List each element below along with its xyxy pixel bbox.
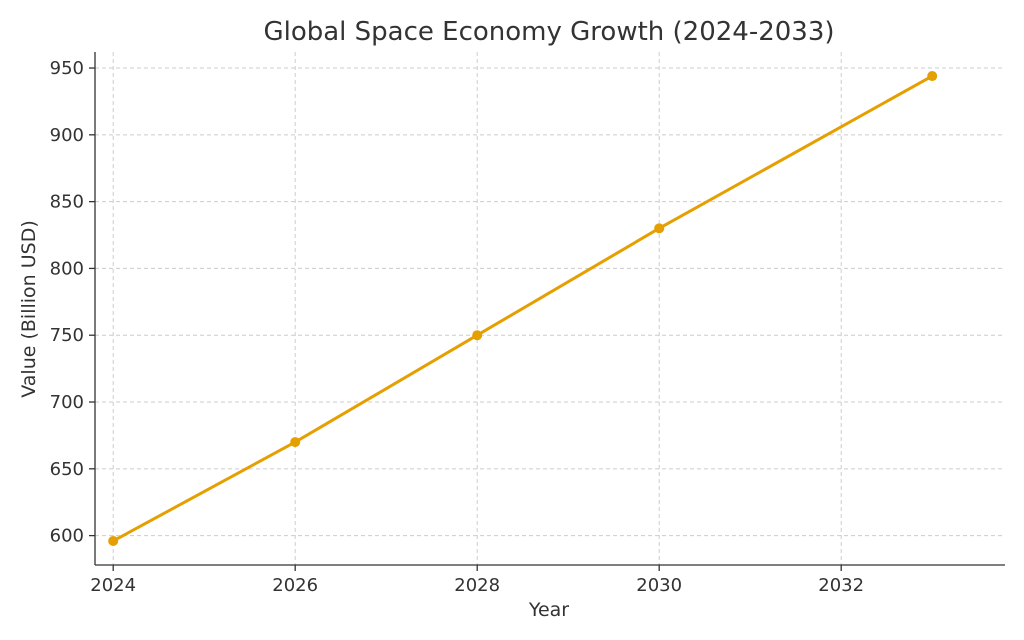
y-tick-label: 950	[50, 58, 84, 79]
x-tick-label: 2024	[90, 575, 136, 596]
y-tick-label: 650	[50, 459, 84, 480]
y-tick-label: 900	[50, 125, 84, 146]
y-tick-label: 850	[50, 192, 84, 213]
series-line	[111, 74, 934, 543]
y-tick-label: 700	[50, 392, 84, 413]
y-tick-label: 800	[50, 258, 84, 279]
data-point	[472, 330, 483, 341]
x-axis-label: Year	[528, 599, 569, 621]
tick-labels: 2024 2026 2028 2030 2032 600 650 700 750 800 850 90…	[50, 58, 864, 596]
grid	[95, 52, 1005, 565]
x-tick-label: 2026	[272, 575, 318, 596]
chart-title: Global Space Economy Growth (2024-2033)	[263, 17, 834, 47]
axes	[89, 52, 1005, 571]
y-tick-label: 600	[50, 526, 84, 547]
data-point	[290, 437, 301, 448]
y-axis-label: Value (Billion USD)	[18, 220, 40, 398]
data-point	[108, 535, 119, 546]
data-point	[654, 223, 665, 234]
data-point	[927, 71, 938, 82]
y-tick-label: 750	[50, 325, 84, 346]
x-tick-label: 2030	[636, 575, 682, 596]
series-layer	[108, 71, 938, 546]
x-tick-label: 2028	[454, 575, 500, 596]
x-tick-label: 2032	[818, 575, 864, 596]
